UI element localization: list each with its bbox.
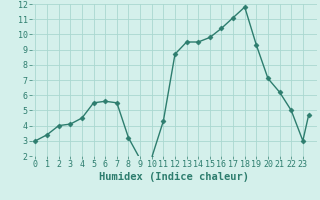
X-axis label: Humidex (Indice chaleur): Humidex (Indice chaleur): [100, 172, 249, 182]
